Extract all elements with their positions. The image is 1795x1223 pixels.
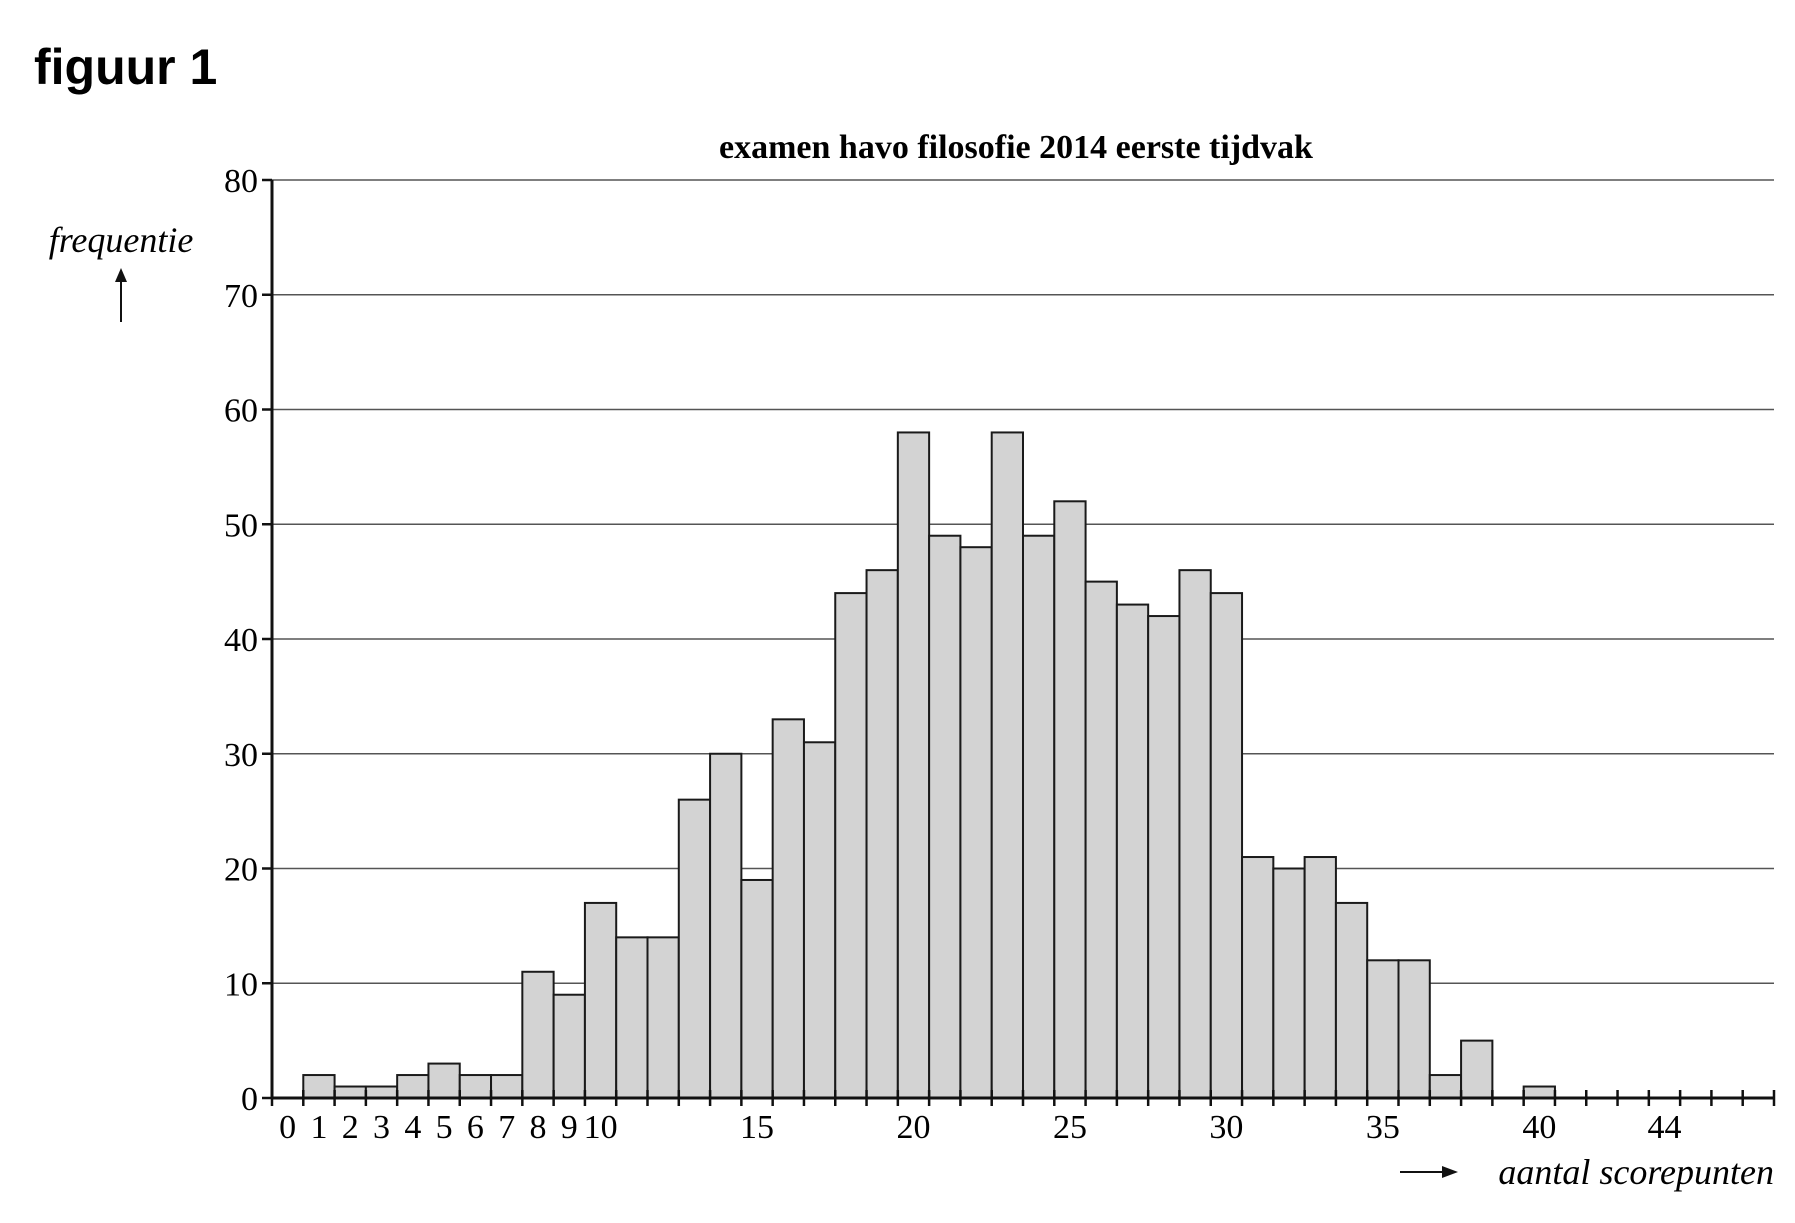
histogram-bar: [521, 970, 555, 1100]
histogram-bar: [928, 534, 962, 1099]
y-axis-arrow: [115, 268, 127, 322]
histogram-bar: [1084, 580, 1118, 1099]
x-axis-label: aantal scorepunten: [1498, 1152, 1774, 1192]
x-tick-label: 1: [310, 1109, 327, 1146]
axes: [262, 178, 1776, 1106]
y-tick-label: 20: [224, 852, 258, 889]
histogram-bar: [552, 993, 586, 1099]
x-tick-label: 4: [404, 1109, 421, 1146]
histogram-bar: [364, 1085, 399, 1100]
histogram-bar: [865, 569, 899, 1099]
x-axis-arrow: [1400, 1166, 1458, 1178]
x-tick-label: 5: [436, 1109, 453, 1146]
histogram-bar: [458, 1074, 493, 1100]
histogram-bar: [771, 718, 805, 1099]
x-tick-label: 3: [373, 1109, 390, 1146]
y-tick-label: 50: [224, 507, 258, 544]
bars: [302, 431, 1556, 1100]
x-tick-label: 44: [1647, 1109, 1681, 1146]
histogram-bar: [1334, 901, 1369, 1099]
histogram-bar: [740, 878, 774, 1099]
histogram-bar: [427, 1062, 461, 1099]
histogram-bar: [583, 901, 618, 1099]
histogram-bar: [646, 936, 680, 1099]
y-tick-label: 0: [241, 1081, 258, 1118]
y-tick-label: 60: [224, 393, 258, 430]
histogram-bar: [1366, 959, 1400, 1099]
histogram-bar: [333, 1085, 367, 1100]
histogram-bar: [396, 1074, 430, 1100]
histogram-bar: [677, 798, 712, 1100]
x-tick-label: 7: [498, 1109, 515, 1146]
x-tick-label: 30: [1209, 1109, 1243, 1146]
y-tick-label: 80: [224, 163, 258, 200]
histogram-bar: [1303, 856, 1337, 1100]
histogram-bar: [1397, 959, 1431, 1099]
x-tick-label: 0: [279, 1109, 296, 1146]
y-tick-label: 30: [224, 737, 258, 774]
x-tick-label: 20: [896, 1109, 930, 1146]
x-tick-label: 2: [342, 1109, 359, 1146]
histogram-bar: [896, 431, 931, 1099]
x-tick-label: 8: [529, 1109, 546, 1146]
x-tick-label: 6: [467, 1109, 484, 1146]
histogram-bar: [1272, 867, 1306, 1099]
histogram-bar: [1022, 534, 1056, 1099]
histogram-bar: [1460, 1039, 1494, 1099]
histogram-bar: [1147, 615, 1181, 1099]
y-tick-label: 70: [224, 278, 258, 315]
figure-label: figuur 1: [34, 39, 218, 95]
histogram-bar: [709, 752, 743, 1099]
histogram-bar: [1428, 1074, 1463, 1100]
histogram-bar: [834, 592, 868, 1099]
y-tick-label: 40: [224, 622, 258, 659]
histogram-bar: [959, 546, 993, 1099]
x-tick-label: 9: [561, 1109, 578, 1146]
x-tick-labels: 0 1 2 3 4 5 6 7 8 9 10 15 20 25 30 35 40 44: [279, 1109, 1681, 1146]
y-axis-label: frequentie: [49, 220, 194, 260]
y-tick-labels: 0 10 20 30 40 50 60 70 80: [224, 163, 258, 1118]
histogram-bar: [1522, 1085, 1556, 1100]
histogram-bar: [1241, 856, 1275, 1100]
histogram-bar: [1053, 500, 1087, 1099]
histogram-bar: [1209, 592, 1244, 1099]
x-tick-label: 35: [1366, 1109, 1400, 1146]
y-tick-label: 10: [224, 966, 258, 1003]
chart-title: examen havo filosofie 2014 eerste tijdva…: [719, 129, 1313, 166]
histogram-bar: [490, 1074, 524, 1100]
histogram-bar: [302, 1074, 336, 1100]
histogram-bar: [1115, 603, 1150, 1099]
x-tick-label: 25: [1053, 1109, 1087, 1146]
histogram-bar: [1178, 569, 1212, 1099]
x-tick-label: 10: [584, 1109, 618, 1146]
histogram-bar: [615, 936, 649, 1099]
histogram-bar: [802, 741, 837, 1100]
x-tick-label: 15: [740, 1109, 774, 1146]
histogram-bar: [990, 431, 1024, 1099]
x-tick-label: 40: [1522, 1109, 1556, 1146]
